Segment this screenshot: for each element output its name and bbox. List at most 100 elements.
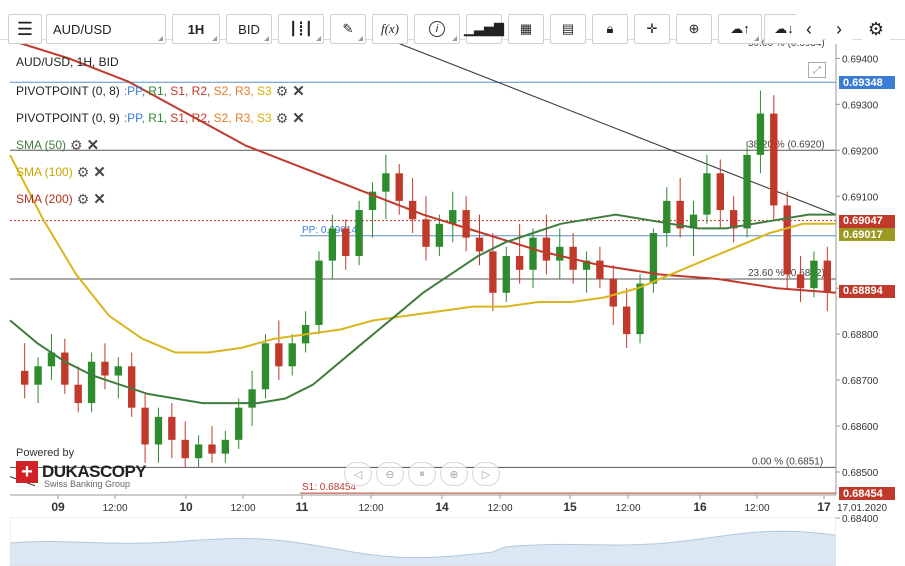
crosshair-button[interactable]: ✛ [634,14,670,44]
legend-label: SMA (50) [16,138,67,152]
bars-button[interactable]: ▁▃▅▇ [464,14,504,44]
candle-body [810,260,818,289]
legend-sma-100[interactable]: SMA (100) ⚙ ✕ [16,163,106,182]
pivot-levels: :PP, R1, S1, R2, S2, R3, S3 [124,111,272,125]
close-icon[interactable]: ✕ [93,191,106,208]
y-tick-label: 0.68700 [842,376,879,387]
pivot-level-token: R3, [235,84,258,98]
candle-body [770,113,778,206]
indicators-button[interactable]: f(x) [372,14,408,44]
settings-button[interactable]: ⚙ [862,14,890,44]
legend-pivot-8[interactable]: PIVOTPOINT (0, 8) :PP, R1, S1, R2, S2, R… [16,82,305,101]
gear-icon[interactable]: ⚙ [76,190,90,207]
candle-body [489,251,497,293]
scroll-left-button[interactable]: ‹ [796,14,822,44]
chart-type-button[interactable]: ┃┋┃ [278,14,324,44]
candle-body [128,366,136,408]
candle-body [47,352,56,367]
candle-body [181,439,189,459]
gear-icon[interactable]: ⚙ [275,109,289,126]
close-icon[interactable]: ✕ [292,110,305,127]
x-tick-label: 12:00 [744,503,769,514]
price-side-select[interactable]: BID [226,14,272,44]
expand-icon[interactable]: ⤢ [808,62,826,78]
menu-button[interactable]: ☰ [8,14,42,44]
legend-label: PIVOTPOINT (0, 9) [16,111,120,125]
candle-body [622,306,631,335]
x-tick-label: 12:00 [230,503,255,514]
nav-zoom-in-button[interactable]: ⊕ [440,462,468,486]
gear-icon[interactable]: ⚙ [275,82,289,99]
hamburger-icon: ☰ [16,18,34,39]
legend-pivot-9[interactable]: PIVOTPOINT (0, 9) :PP, R1, S1, R2, S2, R… [16,109,305,128]
candle-body [141,407,149,445]
close-icon[interactable]: ✕ [93,164,106,181]
calendar-button[interactable]: ▦ [508,14,544,44]
candle-body [636,283,644,335]
bars-icon: ▁▃▅▇ [464,21,504,36]
candle-body [663,200,671,234]
y-tick-label: 0.69300 [842,100,879,111]
candle-body [208,444,216,454]
pencil-icon: ✎ [342,21,354,36]
download-icon: ☁↓ [774,21,794,36]
chart-header: AUD/USD, 1H, BID [16,55,119,69]
x-tick-label: 10 [179,500,193,514]
nav-reset-button[interactable]: ⏸ [408,462,436,486]
nav-forward-button[interactable]: ▷ [472,462,500,486]
timeframe-select[interactable]: 1H [172,14,220,44]
x-tick-label: 15 [563,500,577,514]
candle-body [261,343,270,390]
candle-body [435,223,444,247]
pivot-level-token: S2, [213,84,236,98]
brand-subtitle: Swiss Banking Group [44,479,131,489]
candle-body [328,228,337,261]
info-button[interactable]: i [414,14,460,44]
upload-button[interactable]: ☁↑ [718,14,762,44]
candle-body [288,343,296,367]
candle-body [395,173,403,201]
y-axis: 0.694000.693000.692000.691000.689000.688… [835,40,879,525]
close-icon[interactable]: ✕ [292,83,305,100]
candle-body [21,370,29,385]
close-icon[interactable]: ✕ [86,137,100,154]
candle-body [609,278,617,307]
zoom-out-icon: ⊖ [385,468,395,481]
candle-body [449,210,457,224]
candle-body [34,366,42,385]
legend-sma-50[interactable]: SMA (50) ⚙ ✕ [16,136,100,155]
gear-icon[interactable]: ⚙ [76,163,90,180]
nav-back-button[interactable]: ◁ [344,462,372,486]
nav-zoom-out-button[interactable]: ⊖ [376,462,404,486]
x-tick-label: 12:00 [102,503,127,514]
pivot-level-token: S2, [213,111,236,125]
scroll-right-button[interactable]: › [826,14,852,44]
pivot-level-token: R3, [235,111,258,125]
zoom-button[interactable]: ⊕ [676,14,712,44]
pivot-level-token: R2, [191,111,214,125]
pivot-level-token: :PP, [123,111,149,125]
candle-body [502,256,510,293]
sheet-button[interactable]: ▤ [550,14,586,44]
swiss-cross-icon: + [16,461,38,483]
symbol-select[interactable]: AUD/USD [46,14,166,44]
fib-label: 0.00 % (0.6851) [752,456,823,467]
x-tick-label: 16 [693,500,707,514]
candles-icon: ┃┋┃ [289,21,313,36]
lock-button[interactable]: 🔒︎ [592,14,628,44]
x-axis: 09 12:00 10 12:00 11 12:00 14 12:00 15 12:00 16 12:… [10,494,887,514]
sma-200-line [9,39,837,294]
symbol-value: AUD/USD [53,21,112,37]
pivot-level-token: S1, [170,111,192,125]
chart-nav: ◁ ⊖ ⏸ ⊕ ▷ [344,462,500,486]
legend-sma-200[interactable]: SMA (200) ⚙ ✕ [16,190,106,209]
gear-icon[interactable]: ⚙ [70,136,83,153]
navigator-strip[interactable] [10,517,836,566]
x-tick-label: 12:00 [615,503,640,514]
candle-body [542,237,551,261]
candle-body [783,205,791,275]
brand-logo: + DUKASCOPY Swiss Banking Group [16,461,147,489]
draw-button[interactable]: ✎ [330,14,366,44]
arrow-left-icon: ‹ [806,18,812,39]
